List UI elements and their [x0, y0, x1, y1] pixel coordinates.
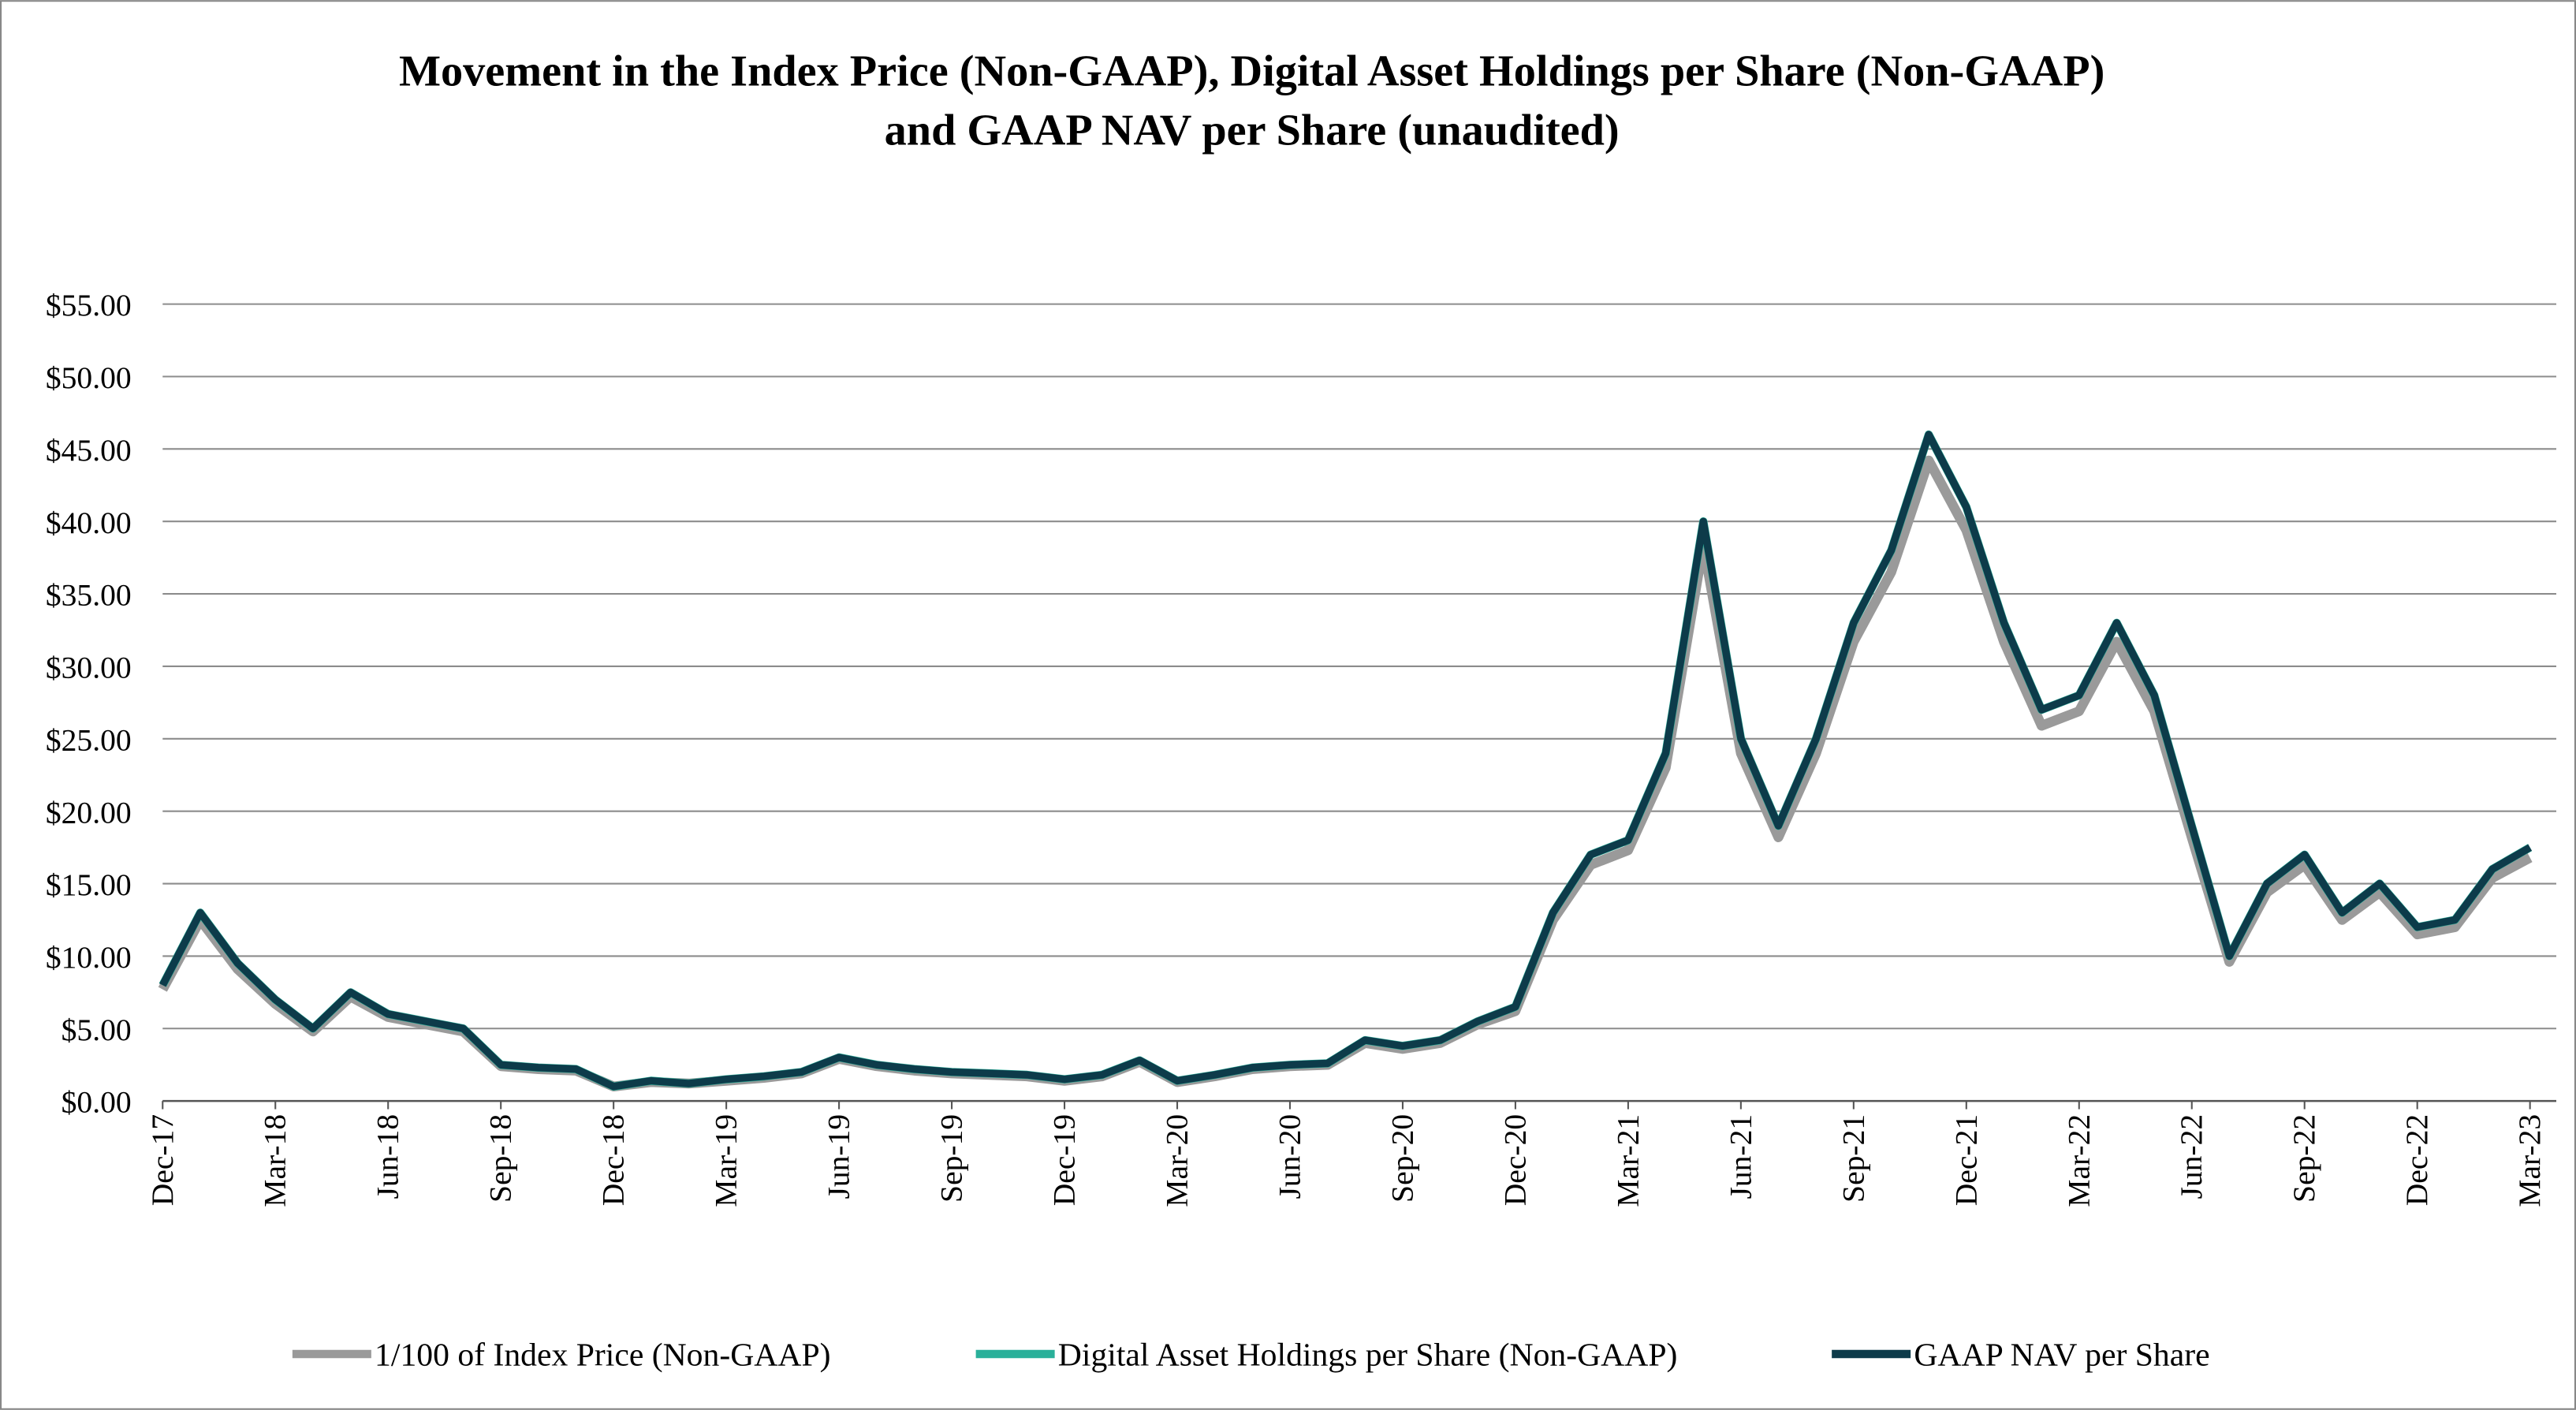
- x-tick-label: Jun-18: [371, 1114, 405, 1199]
- x-tick-label: Mar-18: [258, 1114, 293, 1207]
- x-tick-label: Sep-18: [483, 1114, 518, 1203]
- y-tick-label: $25.00: [46, 722, 132, 757]
- x-tick-label: Dec-21: [1948, 1114, 1983, 1206]
- x-tick-label: Mar-20: [1160, 1114, 1195, 1207]
- x-tick-label: Jun-19: [822, 1114, 856, 1199]
- x-tick-label: Jun-22: [2174, 1114, 2209, 1199]
- y-tick-label: $15.00: [46, 867, 132, 902]
- x-tick-label: Sep-21: [1836, 1114, 1870, 1203]
- x-tick-label: Dec-19: [1047, 1114, 1082, 1206]
- x-tick-label: Mar-19: [709, 1114, 744, 1207]
- y-tick-label: $5.00: [62, 1013, 132, 1047]
- x-tick-label: Dec-18: [596, 1114, 631, 1206]
- series-line: [159, 431, 2533, 1091]
- y-tick-label: $0.00: [62, 1085, 132, 1120]
- y-tick-label: $45.00: [46, 433, 132, 468]
- x-tick-label: Mar-21: [1610, 1114, 1645, 1207]
- x-tick-label: Sep-22: [2287, 1114, 2321, 1203]
- x-tick-label: Jun-21: [1723, 1114, 1758, 1199]
- y-tick-label: $35.00: [46, 578, 132, 613]
- x-tick-label: Dec-17: [145, 1114, 180, 1206]
- y-tick-label: $40.00: [46, 505, 132, 540]
- x-tick-label: Mar-23: [2512, 1114, 2547, 1207]
- legend-label: GAAP NAV per Share: [1914, 1337, 2209, 1374]
- x-tick-label: Mar-22: [2061, 1114, 2096, 1207]
- chart-subtitle: and GAAP NAV per Share (unaudited): [885, 106, 1620, 155]
- y-tick-label: $30.00: [46, 651, 132, 685]
- x-tick-label: Sep-19: [934, 1114, 969, 1203]
- x-tick-label: Jun-20: [1272, 1114, 1307, 1199]
- y-tick-label: $55.00: [46, 288, 132, 323]
- legend-label: 1/100 of Index Price (Non-GAAP): [375, 1337, 830, 1374]
- legend-label: Digital Asset Holdings per Share (Non-GA…: [1058, 1337, 1678, 1374]
- y-tick-label: $50.00: [46, 360, 132, 395]
- x-tick-label: Dec-20: [1497, 1114, 1532, 1206]
- x-tick-label: Dec-22: [2399, 1114, 2434, 1206]
- y-tick-label: $10.00: [46, 940, 132, 975]
- chart-title: Movement in the Index Price (Non-GAAP), …: [399, 47, 2104, 96]
- x-tick-label: Sep-20: [1385, 1114, 1419, 1203]
- y-tick-label: $20.00: [46, 795, 132, 830]
